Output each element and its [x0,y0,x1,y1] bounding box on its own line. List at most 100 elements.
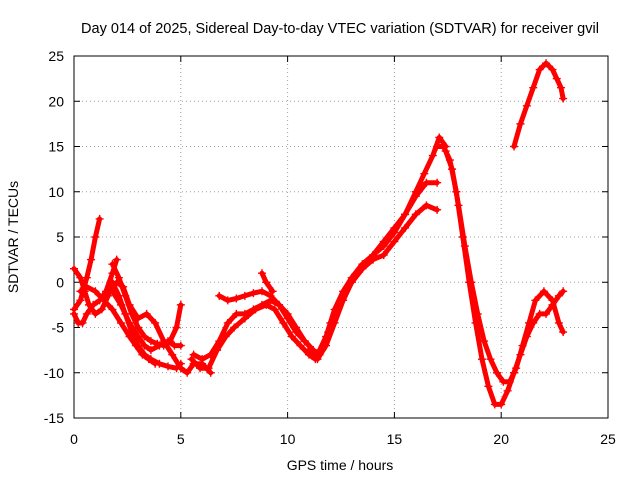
data-point [76,273,85,282]
data-point [249,289,258,298]
data-point [183,368,192,377]
data-point [401,223,410,232]
data-point [189,350,198,359]
series-arc-17 [441,147,568,386]
series-line [443,148,566,385]
series-arc-8 [108,287,185,355]
data-point [433,178,442,187]
data-point [140,341,149,350]
series-arc-12 [257,269,277,296]
data-point [163,337,172,346]
data-point [503,386,512,395]
data-point [535,65,544,74]
data-point [91,233,100,241]
data-series [70,59,568,409]
data-point [287,332,296,341]
y-axis-label: SDTVAR / TECUs [5,181,21,293]
series-arc-11 [215,287,318,355]
data-point [390,237,399,246]
series-line [71,216,103,312]
data-point [116,300,125,309]
data-point [206,350,215,359]
data-point [559,94,568,103]
data-point [379,237,388,246]
y-tick-label: 15 [48,139,64,155]
data-point [358,264,367,273]
data-point [296,341,305,350]
y-tick-label: 10 [48,184,64,200]
x-tick-label: 20 [493,431,509,447]
series-arc-3 [70,255,121,327]
data-point [134,332,143,341]
data-point [559,328,568,337]
data-point [257,269,266,278]
data-point [91,309,100,318]
data-point [554,291,563,300]
data-point [87,255,96,264]
data-point [176,364,185,373]
data-point [76,287,85,296]
data-point [510,142,519,151]
data-point [232,294,241,303]
data-point [557,83,566,92]
data-point [146,346,155,355]
y-tick-label: -10 [44,365,64,381]
axis-ticks [73,55,609,419]
y-tick-label: 25 [48,48,64,64]
x-tick-label: 15 [387,431,403,447]
data-point [529,83,538,92]
data-point [542,59,551,68]
y-tick-label: -5 [52,320,65,336]
data-point [112,255,121,264]
data-point [467,278,476,287]
series-line [511,60,566,149]
data-point [448,165,457,174]
data-point [401,210,410,219]
x-tick-labels: 0 5 10 15 20 25 [70,431,616,447]
x-tick-label: 10 [280,431,296,447]
series-line [327,202,440,326]
x-axis-label: GPS time / hours [287,457,394,473]
data-point [390,223,399,232]
x-tick-label: 25 [600,431,616,447]
data-point [322,332,331,341]
data-point [70,264,78,273]
data-point [257,300,266,309]
data-point [91,287,100,296]
data-point [82,309,91,318]
data-point [240,309,249,318]
data-point [441,147,450,156]
data-point [300,337,309,346]
data-point [215,337,224,346]
data-point [257,287,266,296]
data-point [347,278,356,287]
data-point [270,305,279,314]
data-point [146,337,155,346]
data-point [279,318,288,327]
chart-title: Day 014 of 2025, Sidereal Day-to-day VTE… [81,21,599,37]
data-point [108,287,117,296]
data-point [187,355,196,364]
data-point [422,201,431,210]
data-point [486,355,495,364]
data-point [168,350,177,359]
data-point [477,355,486,364]
data-point [439,142,448,151]
data-point [497,400,506,409]
x-tick-label: 0 [70,431,78,447]
data-point [512,364,521,373]
data-point [172,323,181,332]
data-point [554,318,563,327]
data-point [275,300,284,309]
data-point [369,255,378,264]
data-point [82,282,91,291]
data-point [97,305,106,314]
series-arc-9 [187,300,339,373]
data-point [313,350,322,359]
data-point [240,291,249,300]
data-point [204,364,213,373]
data-point [108,260,117,269]
data-point [215,291,224,300]
data-point [548,296,557,305]
